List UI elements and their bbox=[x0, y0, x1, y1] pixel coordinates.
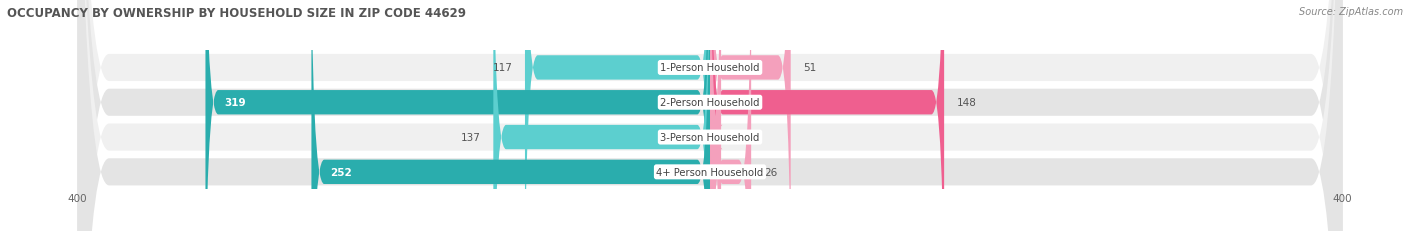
FancyBboxPatch shape bbox=[494, 0, 710, 231]
Text: 148: 148 bbox=[957, 98, 977, 108]
FancyBboxPatch shape bbox=[77, 0, 1343, 231]
FancyBboxPatch shape bbox=[77, 0, 1343, 231]
Text: 3-Person Household: 3-Person Household bbox=[661, 132, 759, 143]
FancyBboxPatch shape bbox=[524, 0, 710, 231]
FancyBboxPatch shape bbox=[77, 0, 1343, 231]
Text: 7: 7 bbox=[734, 132, 741, 143]
Text: OCCUPANCY BY OWNERSHIP BY HOUSEHOLD SIZE IN ZIP CODE 44629: OCCUPANCY BY OWNERSHIP BY HOUSEHOLD SIZE… bbox=[7, 7, 465, 20]
Text: 117: 117 bbox=[492, 63, 512, 73]
Text: 51: 51 bbox=[803, 63, 817, 73]
Text: 319: 319 bbox=[225, 98, 246, 108]
FancyBboxPatch shape bbox=[710, 0, 790, 231]
Text: 1-Person Household: 1-Person Household bbox=[661, 63, 759, 73]
FancyBboxPatch shape bbox=[312, 0, 710, 231]
Text: 4+ Person Household: 4+ Person Household bbox=[657, 167, 763, 177]
FancyBboxPatch shape bbox=[710, 0, 945, 231]
Text: 26: 26 bbox=[763, 167, 778, 177]
FancyBboxPatch shape bbox=[77, 0, 1343, 231]
Text: 252: 252 bbox=[330, 167, 352, 177]
Text: 2-Person Household: 2-Person Household bbox=[661, 98, 759, 108]
Text: Source: ZipAtlas.com: Source: ZipAtlas.com bbox=[1299, 7, 1403, 17]
FancyBboxPatch shape bbox=[205, 0, 710, 231]
Text: 137: 137 bbox=[461, 132, 481, 143]
FancyBboxPatch shape bbox=[709, 0, 723, 231]
FancyBboxPatch shape bbox=[710, 0, 751, 231]
